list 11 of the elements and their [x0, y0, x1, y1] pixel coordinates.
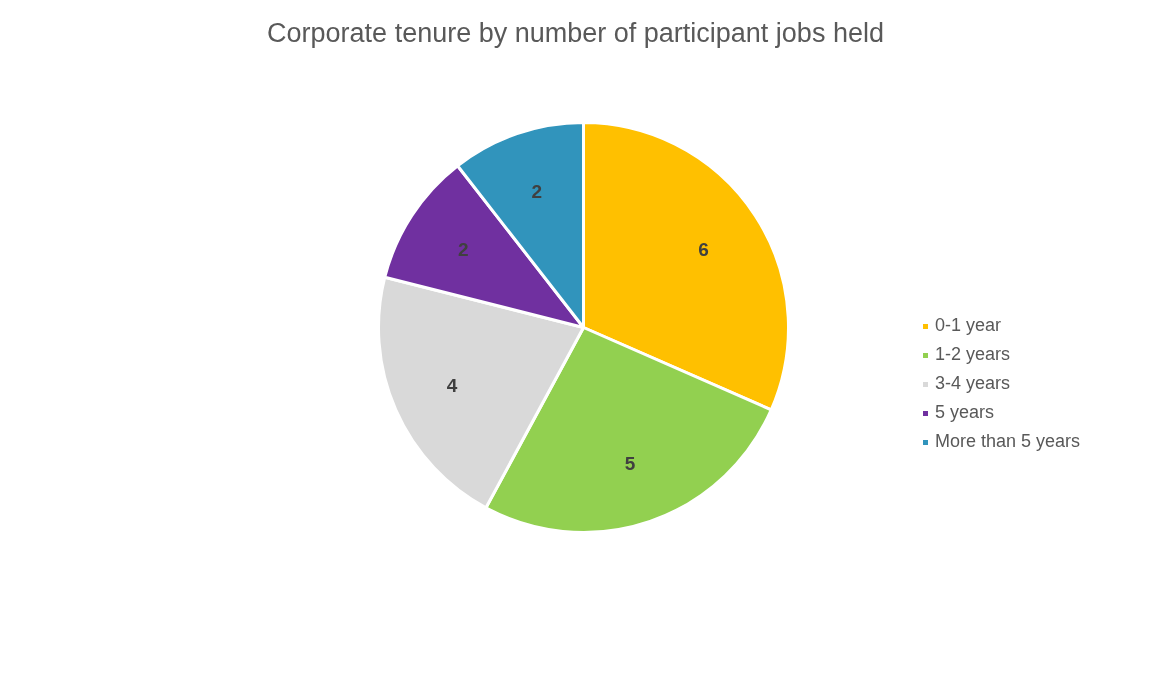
- legend-label: 1-2 years: [935, 344, 1011, 365]
- data-label: 2: [531, 181, 543, 203]
- data-label: 6: [698, 238, 709, 260]
- data-label: 5: [624, 452, 636, 474]
- legend-label: 0-1 year: [935, 315, 1002, 336]
- legend-label: 5 years: [935, 402, 995, 423]
- legend-label: 3-4 years: [935, 373, 1011, 394]
- legend-label: More than 5 years: [935, 431, 1081, 452]
- chart-title: Corporate tenure by number of participant jobs held: [267, 17, 884, 48]
- data-label: 4: [446, 374, 458, 396]
- data-label: 2: [458, 238, 469, 260]
